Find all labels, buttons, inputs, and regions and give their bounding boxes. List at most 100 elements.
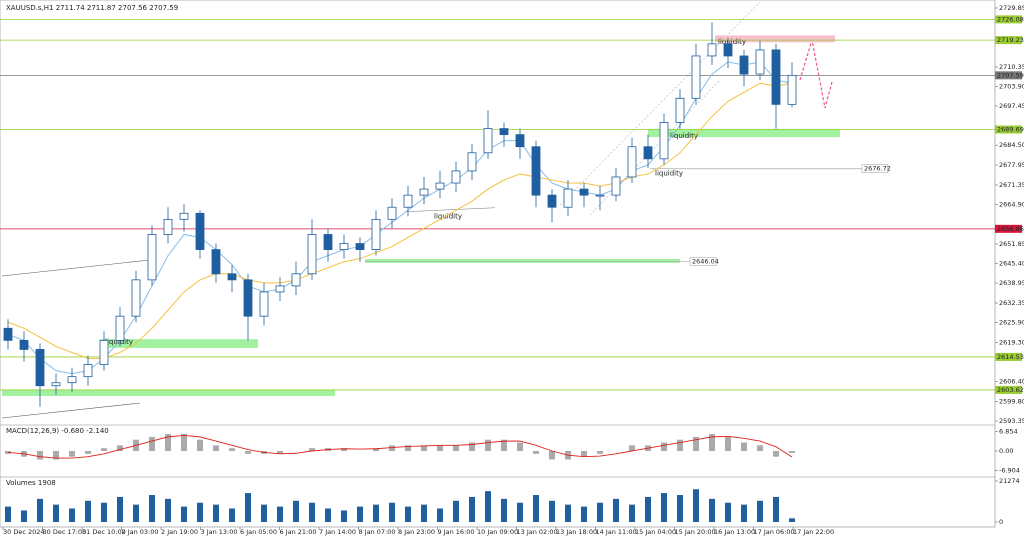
macd-bar [149, 436, 155, 451]
x-tick-label: 15 Jan 04:00 [635, 528, 676, 536]
y-tick-label: 2684.50 [999, 141, 1024, 149]
y-tick-label: 2677.95 [999, 161, 1024, 169]
macd-bar [229, 448, 235, 451]
candle-body [707, 43, 717, 57]
macd-bar [373, 448, 379, 451]
macd-bar [501, 439, 507, 451]
candle-body [19, 339, 29, 350]
volume-bar [101, 502, 107, 522]
y-tick-label: 2664.90 [999, 201, 1024, 209]
y-tick-label: 2697.45 [999, 102, 1024, 110]
level-label: 2726.08 [997, 15, 1024, 23]
macd-tick-label: 0.00 [999, 447, 1013, 455]
volume-bar [645, 496, 651, 522]
candle-body [755, 49, 765, 75]
candle-body [243, 279, 253, 317]
level-label: 2689.69 [997, 126, 1024, 134]
candle-body [483, 128, 493, 154]
candle-body [547, 194, 557, 208]
liquidity-zone [365, 258, 680, 263]
macd-bar [117, 445, 123, 451]
candle-body [371, 218, 381, 250]
x-tick-label: 7 Jan 14:00 [319, 528, 356, 536]
macd-bar [741, 442, 747, 451]
volumes-title: Volumes 1908 [6, 479, 56, 487]
macd-bar [181, 434, 187, 451]
volume-bar [485, 491, 491, 522]
y-tick-label: 2729.85 [999, 4, 1024, 12]
candle-body [147, 234, 157, 281]
candle-body [611, 176, 621, 196]
candle-body [307, 234, 317, 275]
macd-bar [437, 445, 443, 451]
trend-line [1, 259, 151, 277]
candle-body [451, 170, 461, 184]
macd-bar [245, 451, 251, 454]
volume-bar [133, 504, 139, 522]
volume-bar [581, 506, 587, 522]
macd-bar [757, 445, 763, 451]
macd-bar [533, 451, 539, 454]
volume-bar [517, 502, 523, 522]
candle-body [419, 188, 429, 196]
x-tick-label: 13 Jan 02:00 [517, 528, 558, 536]
volume-bar [549, 500, 555, 522]
x-tick-label: 17 Jan 22:00 [793, 528, 834, 536]
candle-body [67, 376, 77, 384]
macd-bar [597, 451, 603, 454]
candle-body [595, 194, 605, 197]
marked-level-price: 2646.04 [692, 258, 719, 266]
volume-bar [597, 502, 603, 522]
level-tag [995, 352, 1022, 361]
macd-bar [53, 451, 59, 460]
volume-bar [149, 495, 155, 522]
candle-body [787, 74, 797, 105]
x-tick-label: 3 Jan 13:00 [201, 528, 238, 536]
candle-body [291, 273, 301, 287]
volume-bar [693, 489, 699, 522]
volume-bar [117, 496, 123, 522]
x-tick-label: 8 Jan 23:00 [398, 528, 435, 536]
note-label: liquidity [434, 213, 462, 221]
candle-body [627, 146, 637, 178]
zone-label: liquidity [670, 132, 698, 140]
macd-bar [773, 451, 779, 457]
level-label: 2603.62 [997, 386, 1024, 394]
volume-bar [565, 504, 571, 522]
candle-body [403, 194, 413, 208]
volume-bar [325, 508, 331, 522]
candle-body [499, 128, 509, 136]
y-tick-label: 2651.85 [999, 240, 1024, 248]
level-label: 2656.86 [997, 225, 1024, 233]
x-tick-label: 30 Dec 2024 [3, 528, 45, 536]
volume-bar [245, 493, 251, 522]
candle-body [115, 315, 125, 341]
liquidity-zone [715, 35, 835, 43]
volume-bar [277, 506, 283, 522]
candle-body [387, 206, 397, 220]
level-label: 2707.59 [997, 71, 1024, 79]
volume-bar [469, 496, 475, 522]
zone-label: liquidity [718, 38, 746, 46]
macd-bar [165, 434, 171, 451]
volume-bar [165, 498, 171, 522]
x-tick-label: 15 Jan 20:00 [675, 528, 716, 536]
volume-bar [709, 498, 715, 522]
y-tick-label: 2606.40 [999, 378, 1024, 386]
volume-bar [757, 500, 763, 522]
x-tick-label: 30 Dec 17:00 [43, 528, 87, 536]
x-tick-label: 2 Jan 03:00 [122, 528, 159, 536]
macd-bar [37, 451, 43, 460]
candle-body [515, 134, 525, 148]
x-tick-label: 14 Jan 11:00 [596, 528, 637, 536]
x-tick-label: 2 Jan 19:00 [161, 528, 198, 536]
liquidity-zone [2, 389, 335, 397]
volume-bar [85, 500, 91, 522]
candle-body [323, 234, 333, 250]
macd-bar [277, 451, 283, 454]
volume-bar [213, 504, 219, 522]
volume-bar [437, 508, 443, 522]
macd-bar [405, 445, 411, 451]
level-tag [995, 224, 1022, 233]
volume-bar [405, 506, 411, 522]
